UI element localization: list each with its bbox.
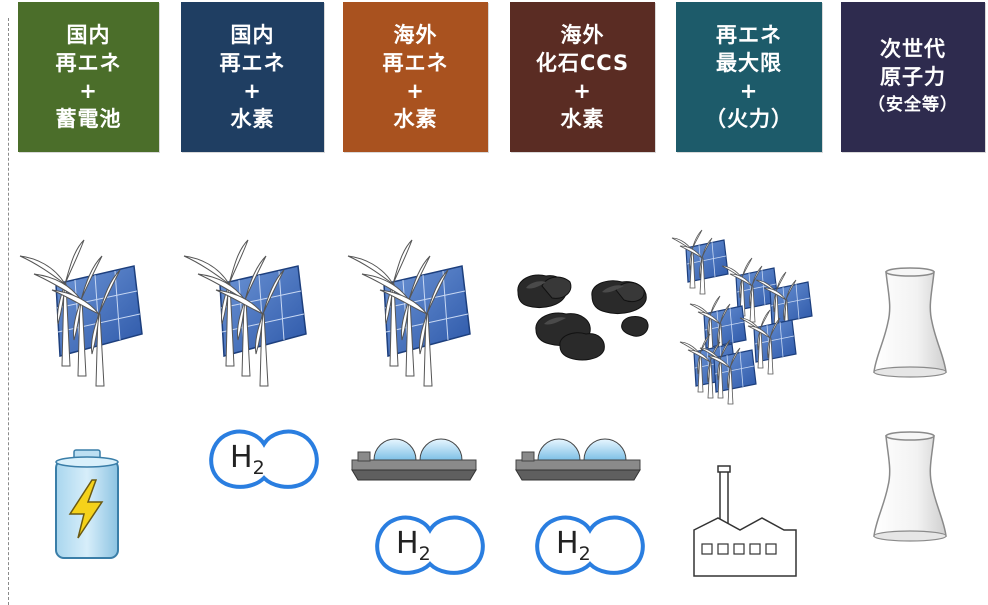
header-line: 蓄電池 [55,107,122,131]
h2-symbol: H [230,440,253,475]
hydrogen-label: H2 [556,526,591,565]
header-line: 化石CCS [535,51,630,75]
dashed-divider [8,18,9,605]
header-line: + [406,79,425,103]
battery-icon [55,449,119,559]
solar-wind-icon [19,239,143,387]
lng-carrier-ship-icon [515,438,641,481]
header-next-gen-nuclear: 次世代 原子力 （安全等） [841,2,985,152]
header-overseas-renewable-hydrogen: 海外 再エネ + 水素 [343,2,488,152]
hydrogen-label: H2 [230,440,265,479]
header-line: 水素 [560,107,605,131]
header-line: 国内 [230,23,275,47]
header-line: 最大限 [716,51,782,75]
h2-subscript: 2 [578,543,591,565]
nuclear-cooling-tower-icon [873,431,947,542]
header-overseas-fossil-ccs-hydrogen: 海外 化石CCS + 水素 [510,2,655,152]
hydrogen-label: H2 [396,526,431,565]
h2-subscript: 2 [418,543,431,565]
header-line: 水素 [393,107,438,131]
solar-wind-icon [699,339,757,405]
thermal-power-plant-icon [693,465,797,577]
header-line: + [243,79,262,103]
header-line: （安全等） [868,95,958,115]
header-line: + [573,79,592,103]
header-line: + [739,79,759,103]
header-line: 海外 [393,23,438,47]
header-line: 原子力 [880,65,946,89]
header-renewable-max-thermal: 再エネ 最大限 + （火力） [676,2,822,152]
lng-carrier-ship-icon [351,438,477,481]
header-line: 国内 [66,23,111,47]
h2-subscript: 2 [252,457,265,479]
header-line: 次世代 [880,37,946,61]
nuclear-cooling-tower-icon [873,267,947,378]
solar-wind-icon [347,239,471,387]
header-line: （火力） [705,107,793,131]
header-domestic-renewable-battery: 国内 再エネ + 蓄電池 [18,2,159,152]
header-line: 再エネ [382,51,449,75]
coal-icon [517,274,649,361]
header-line: 海外 [560,23,605,47]
solar-wind-icon [183,239,307,387]
h2-symbol: H [396,526,419,561]
header-line: 水素 [230,107,275,131]
header-domestic-renewable-hydrogen: 国内 再エネ + 水素 [181,2,324,152]
header-line: 再エネ [55,51,122,75]
header-line: 再エネ [716,23,782,47]
header-line: + [79,79,98,103]
header-line: 再エネ [219,51,286,75]
h2-symbol: H [556,526,579,561]
